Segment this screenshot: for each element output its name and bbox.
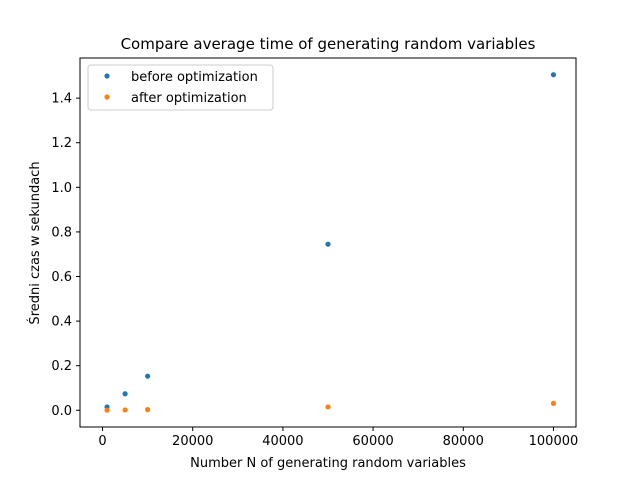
y-tick-label: 0.6 (51, 270, 72, 285)
chart-title: Compare average time of generating rando… (121, 35, 536, 53)
x-tick-label: 60000 (352, 434, 393, 449)
data-points (104, 72, 557, 413)
x-axis: 0 20000 40000 60000 80000 100000 (98, 427, 578, 449)
x-tick-label: 80000 (443, 434, 484, 449)
point-after-optimization (325, 404, 331, 410)
axes-frame (79, 57, 577, 428)
y-tick-label: 1.4 (51, 92, 72, 107)
point-after-optimization (122, 407, 128, 413)
legend-marker-before-optimization (104, 73, 110, 79)
y-axis-label: Średni czas w sekundach (27, 161, 43, 324)
y-tick-label: 0.0 (51, 404, 72, 419)
x-tick-label: 40000 (262, 434, 303, 449)
x-axis-label: Number N of generating random variables (190, 456, 466, 471)
y-tick-label: 0.4 (51, 315, 72, 330)
y-tick-label: 0.8 (51, 225, 72, 240)
point-after-optimization (145, 407, 151, 413)
plot-area (79, 57, 577, 428)
y-tick-label: 1.2 (51, 136, 72, 151)
legend: before optimization after optimization (87, 64, 274, 111)
legend-frame (87, 64, 274, 111)
legend-label-before-optimization: before optimization (131, 70, 258, 85)
y-tick-label: 1.0 (51, 181, 72, 196)
x-tick-label: 100000 (529, 434, 579, 449)
legend-marker-after-optimization (104, 94, 110, 100)
x-tick-label: 0 (98, 434, 106, 449)
x-tick-label: 20000 (172, 434, 213, 449)
point-after-optimization (104, 407, 110, 413)
y-tick-label: 0.2 (51, 359, 72, 374)
point-before-optimization (122, 391, 128, 397)
point-before-optimization (325, 241, 331, 247)
point-before-optimization (145, 373, 151, 379)
legend-label-after-optimization: after optimization (131, 91, 247, 106)
point-after-optimization (550, 400, 557, 406)
point-before-optimization (550, 72, 557, 78)
y-axis: 0.0 0.2 0.4 0.6 0.8 1.0 1.2 1.4 (51, 92, 80, 419)
